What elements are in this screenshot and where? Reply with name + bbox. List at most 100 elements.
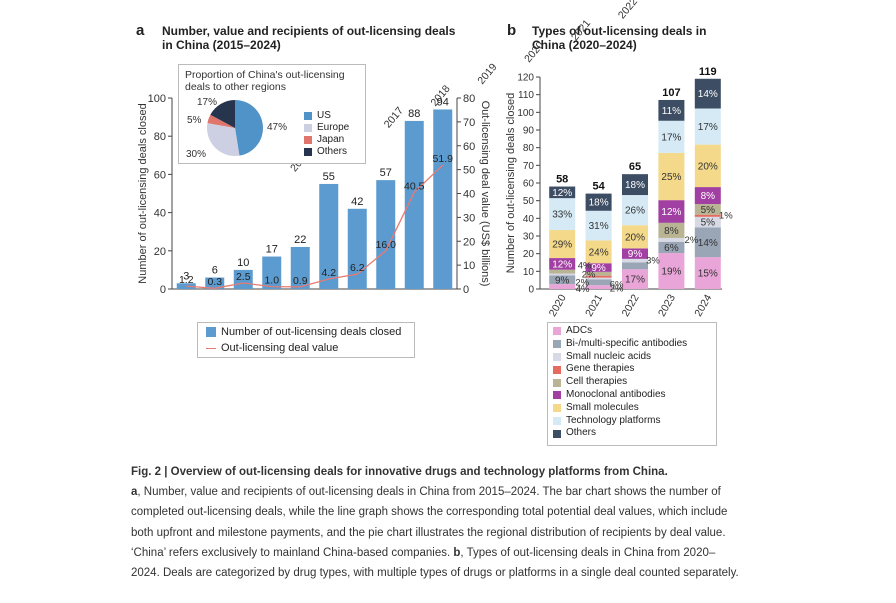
legend-a: Number of out-licensing deals closed Out… [197,322,415,358]
deal-value-label: 4.2 [321,267,336,279]
y-tick-label-b: 60 [523,179,535,190]
bar-a [262,256,282,289]
segment-pct-label: 9% [555,275,570,286]
bar-a [176,283,196,289]
y-tick-label-b: 120 [517,73,534,84]
segment-pct-label: 12% [661,207,681,218]
stack-total-label: 58 [556,174,568,186]
deal-value-label: 1.2 [179,274,194,286]
stack-total-label: 65 [629,161,641,173]
legend-b-item-adcs: ADCs [548,325,716,338]
adcs-swatch [553,327,561,336]
panel-b-title-line2: China (2020–2024) [532,38,637,52]
caption-b-label: b [453,546,461,559]
stack-segment [549,186,576,199]
caption-b-text: , Types of out-licensing deals in China … [131,546,739,580]
y-tick-label-a: 40 [154,208,166,220]
segment-pct-label: 8% [701,191,716,202]
panel-b-title: Types of out-licensing deals in China (2… [532,24,706,52]
segment-pct-label: 5% [701,205,716,216]
legend-item-others: Others [304,146,349,158]
legend-b-label-tech: Technology platforms [566,414,661,426]
pie-slice [210,100,235,128]
legend-b-item-others: Others [548,427,716,440]
stack-segment [622,269,648,289]
bar-a [433,109,453,290]
segment-pct-label: 24% [589,247,609,258]
y-tick-label-b: 20 [523,249,535,260]
y2-tick-label-a: 60 [463,141,475,153]
y-tick-label-a: 0 [160,284,166,296]
y2-tick-label-a: 30 [463,212,475,224]
y-tick-label-b: 50 [523,196,535,207]
stack-segment [585,193,612,211]
stack-segment [549,269,576,274]
segment-pct-label: 19% [661,267,681,278]
segment-pct-label-outside: 3% [646,256,660,267]
stack-segment [585,285,612,289]
stack-segment [622,195,648,226]
stack-segment [658,120,685,153]
stack-segment [622,248,648,259]
y-tick-label-b: 40 [523,214,535,225]
europe-swatch [304,124,312,132]
bar-a [347,208,367,289]
legend-b-label-mab: Monoclonal antibodies [566,388,666,400]
legend-others-label: Others [317,146,348,157]
segment-pct-label: 17% [698,122,718,133]
segment-pct-label-outside: 4% [578,261,592,272]
segment-pct-label-outside: 4% [576,284,590,295]
segment-pct-label-outside: 1% [719,211,733,222]
stack-segment [585,240,612,264]
deal-value-label: 6.2 [350,262,365,274]
stack-segment [622,258,648,263]
legend-b-label-gene: Gene therapies [566,363,635,375]
caption-a-label: a [131,486,138,499]
panel-a-title-line1: Number, value and recipients of out-lice… [162,24,456,38]
bar-a [205,277,225,289]
us-swatch [304,112,312,120]
bars-swatch [206,327,216,337]
deal-value-label: 1.0 [264,275,279,287]
legend-a-line: Out-licensing deal value [206,342,338,354]
pie-label-others: 17% [197,97,218,108]
segment-pct-label: 9% [628,249,643,260]
pie-chart [207,100,264,156]
stack-segment [658,200,685,223]
legend-item-us: US [304,110,349,122]
bar-count-label: 22 [294,234,306,246]
bar-count-label: 94 [437,96,449,108]
bar-count-label: 6 [212,265,218,277]
stack-segment [549,258,576,270]
stack-segment [694,216,721,228]
tech-swatch [553,416,561,425]
x-tick-label-a: 2022 [616,0,640,21]
stack-segment [658,99,685,121]
y-tick-label-b: 90 [523,126,535,137]
deal-value-label: 2.5 [236,271,251,283]
segment-pct-label-outside: 2% [610,284,624,295]
segment-pct-label: 14% [698,238,718,249]
segment-pct-label: 11% [662,106,681,117]
y2-tick-label-a: 40 [463,189,475,201]
bar-count-label: 10 [237,257,249,269]
legend-a-bars: Number of out-licensing deals closed [206,326,401,338]
x-tick-label-b: 2020 [547,292,569,318]
y2-axis-title-a: Out-licensing deal value (US$ billions) [479,101,491,287]
japan-swatch [304,136,312,144]
stack-segment [694,108,721,145]
legend-b-label-smallmol: Small molecules [566,401,639,413]
y-tick-label-b: 70 [523,161,535,172]
deal-value-label: 0.9 [293,275,308,287]
legend-b-item-bispecific: Bi-/multi-specific antibodies [548,338,716,351]
legend-b-label-sna: Small nucleic acids [566,350,652,362]
segment-pct-label-outside: 2% [685,235,699,246]
stack-segment [585,279,612,286]
segment-pct-label: 14% [698,89,718,100]
y2-tick-label-a: 80 [463,93,475,105]
others-swatch [304,148,312,156]
stack-segment [658,253,685,289]
segment-pct-label-outside: 6% [610,279,624,290]
legend-japan-label: Japan [317,134,345,145]
region-legend: US Europe Japan Others [304,110,349,158]
